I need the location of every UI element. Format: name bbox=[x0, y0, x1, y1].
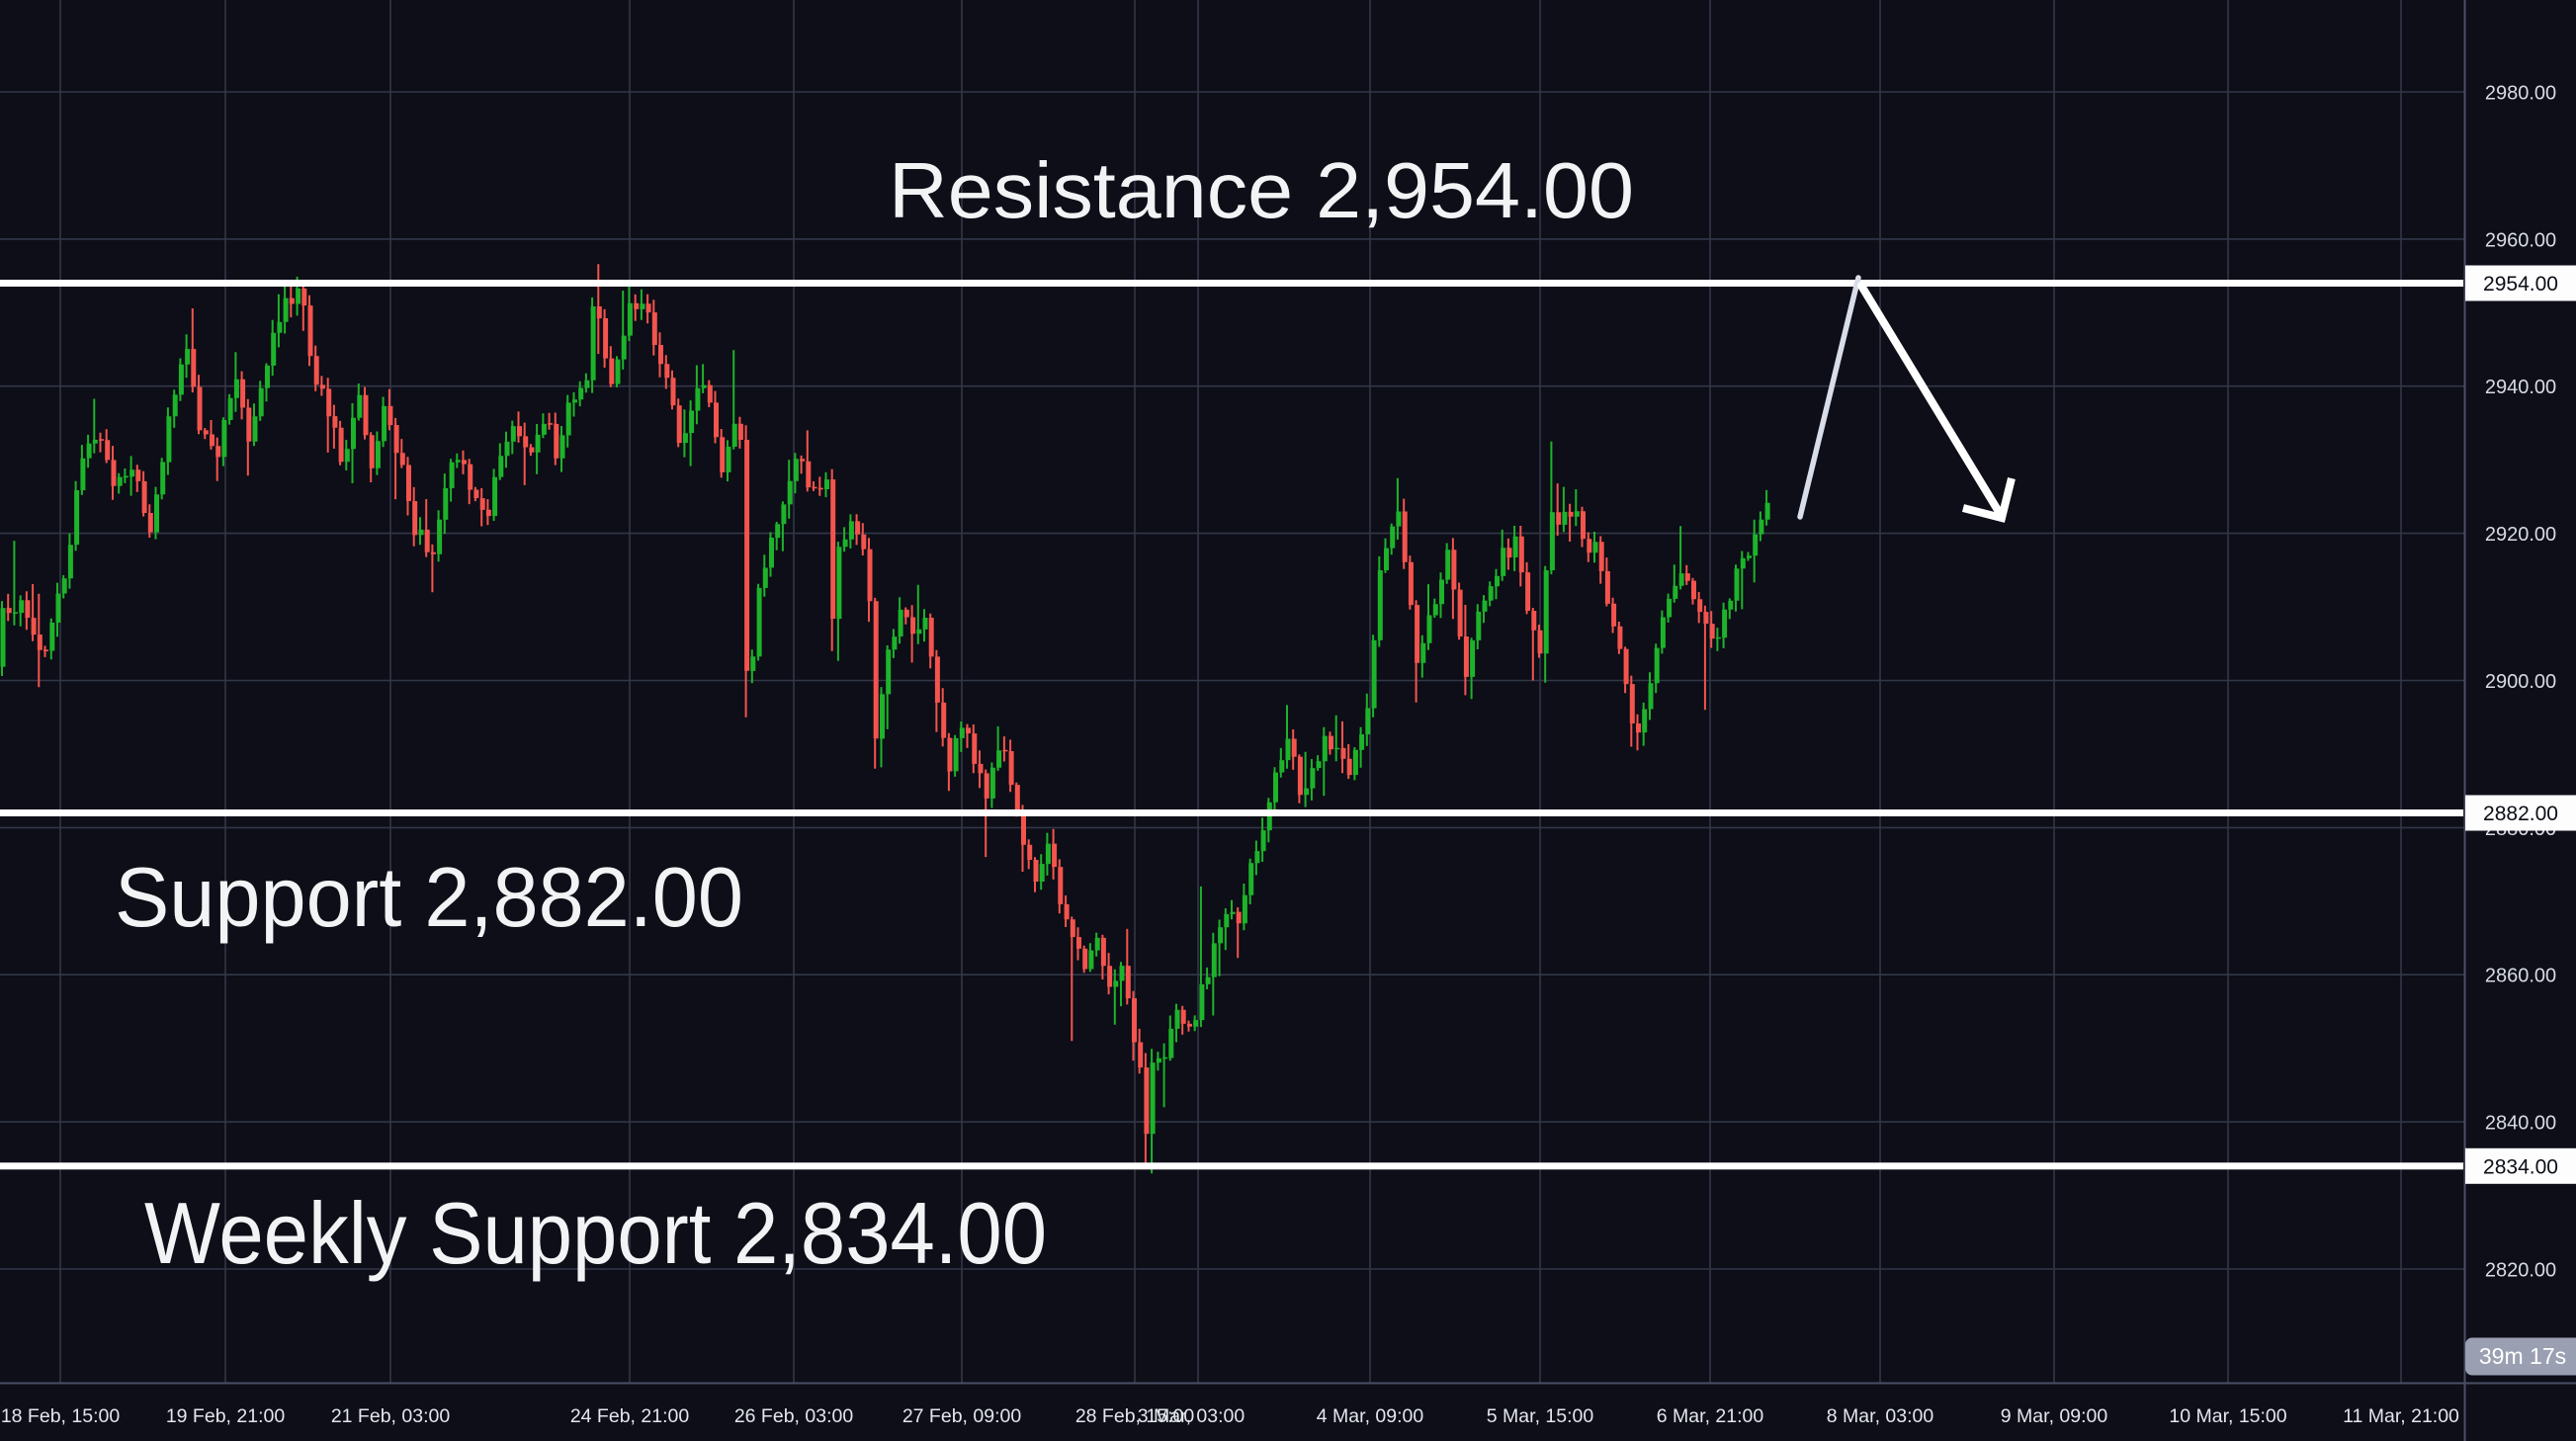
svg-text:9 Mar, 09:00: 9 Mar, 09:00 bbox=[2001, 1405, 2108, 1427]
svg-text:2860.00: 2860.00 bbox=[2485, 966, 2556, 987]
svg-text:2980.00: 2980.00 bbox=[2485, 83, 2556, 105]
svg-text:2820.00: 2820.00 bbox=[2485, 1260, 2556, 1282]
svg-text:2900.00: 2900.00 bbox=[2485, 671, 2556, 693]
svg-text:18 Feb, 15:00: 18 Feb, 15:00 bbox=[1, 1405, 120, 1427]
svg-text:10 Mar, 15:00: 10 Mar, 15:00 bbox=[2169, 1405, 2286, 1427]
svg-text:6 Mar, 21:00: 6 Mar, 21:00 bbox=[1657, 1405, 1764, 1427]
svg-text:2960.00: 2960.00 bbox=[2485, 229, 2556, 251]
svg-text:8 Mar, 03:00: 8 Mar, 03:00 bbox=[1827, 1405, 1934, 1427]
svg-text:21 Feb, 03:00: 21 Feb, 03:00 bbox=[331, 1405, 450, 1427]
svg-text:Support 2,882.00: Support 2,882.00 bbox=[115, 851, 743, 945]
svg-text:Resistance 2,954.00: Resistance 2,954.00 bbox=[889, 146, 1634, 234]
svg-text:26 Feb, 03:00: 26 Feb, 03:00 bbox=[734, 1405, 853, 1427]
svg-text:24 Feb, 21:00: 24 Feb, 21:00 bbox=[570, 1405, 689, 1427]
svg-text:39m 17s: 39m 17s bbox=[2479, 1343, 2566, 1369]
svg-text:2834.00: 2834.00 bbox=[2483, 1155, 2558, 1178]
svg-text:27 Feb, 09:00: 27 Feb, 09:00 bbox=[902, 1405, 1021, 1427]
svg-text:2840.00: 2840.00 bbox=[2485, 1113, 2556, 1135]
svg-text:5 Mar, 15:00: 5 Mar, 15:00 bbox=[1487, 1405, 1594, 1427]
svg-text:28 Feb, 15:00: 28 Feb, 15:00 bbox=[1075, 1405, 1194, 1427]
svg-text:19 Feb, 21:00: 19 Feb, 21:00 bbox=[166, 1405, 285, 1427]
svg-text:Weekly Support 2,834.00: Weekly Support 2,834.00 bbox=[144, 1184, 1047, 1282]
svg-text:2954.00: 2954.00 bbox=[2483, 273, 2558, 296]
svg-text:4 Mar, 09:00: 4 Mar, 09:00 bbox=[1317, 1405, 1424, 1427]
svg-text:2940.00: 2940.00 bbox=[2485, 377, 2556, 398]
svg-text:3 Mar, 03:00: 3 Mar, 03:00 bbox=[1138, 1405, 1245, 1427]
svg-text:2882.00: 2882.00 bbox=[2483, 803, 2558, 825]
svg-text:2920.00: 2920.00 bbox=[2485, 524, 2556, 546]
svg-text:11 Mar, 21:00: 11 Mar, 21:00 bbox=[2343, 1405, 2459, 1427]
